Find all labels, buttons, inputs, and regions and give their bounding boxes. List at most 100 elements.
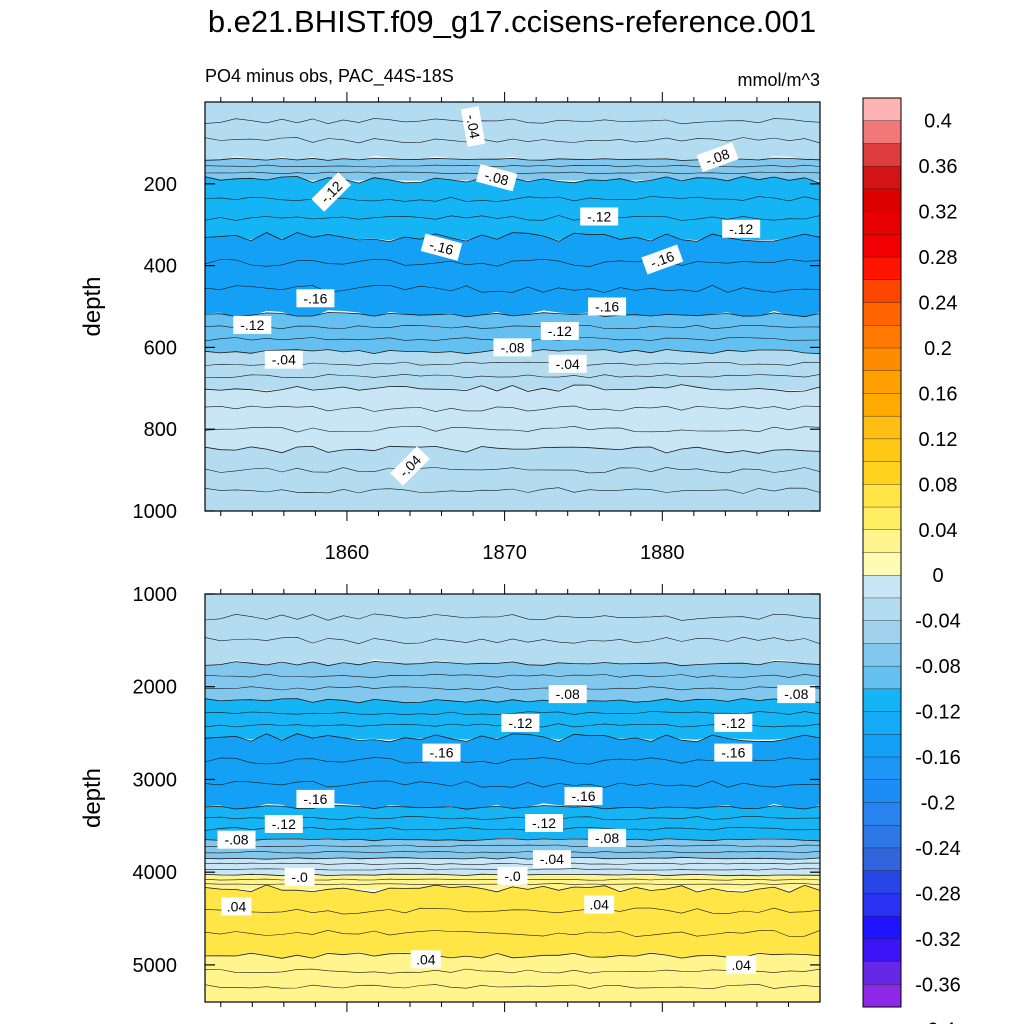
contour-line-inner-2-2: [205, 215, 820, 221]
contour-label-9: -.12: [525, 814, 563, 832]
contour-label-text: .04: [227, 899, 247, 915]
contour-label-14: -.04: [548, 354, 587, 373]
colorbar-label-15: -0.2: [921, 793, 955, 815]
contour-label-bg: [233, 315, 272, 334]
y-tick-label-3000: 3000: [133, 769, 178, 791]
colorbar-label-6: 0.16: [919, 383, 958, 405]
contour-label-11: -.08: [588, 828, 627, 847]
contour-label-text: .04: [731, 957, 751, 973]
colorbar-swatch-19: [862, 529, 902, 554]
contour-line-inner-3-2: [205, 780, 820, 788]
colorbar-swatch-33: [862, 847, 902, 872]
contour-label-3: -.12: [714, 713, 753, 732]
x-tick-label-1860: 1860: [325, 542, 370, 564]
contour-label-bg: [311, 172, 351, 212]
contour-label-bg: [264, 350, 303, 369]
contour-label-bg: [588, 297, 627, 316]
colorbar-label-2: 0.32: [919, 202, 958, 224]
colorbar-swatch-3: [862, 165, 902, 190]
contour-label-text: -.08: [784, 686, 808, 702]
contour-line-inner-2-1: [205, 711, 820, 716]
colorbar-swatch-15: [862, 438, 902, 463]
band-4: [205, 312, 820, 354]
contour-label-10: -.08: [217, 830, 256, 849]
contour-label-bg: [476, 164, 518, 192]
contour-label-bg: [584, 895, 615, 914]
colorbar-swatch-17: [862, 484, 902, 508]
contour-label-bg: [497, 866, 528, 885]
band-1: [205, 158, 820, 181]
contour-line-8: [205, 884, 820, 894]
contour-label-8: -.16: [296, 289, 335, 308]
contour-label-text: .04: [416, 951, 436, 967]
colorbar-swatch-37: [862, 938, 902, 963]
colorbar-swatch-16: [862, 461, 902, 485]
contour-label-1: -.08: [696, 142, 739, 173]
contour-label-0: -.08: [548, 685, 587, 704]
colorbar-label-18: -0.32: [915, 929, 961, 951]
contour-line-6: [205, 384, 820, 393]
colorbar-swatch-0: [862, 97, 902, 122]
contour-label-bg: [588, 828, 627, 847]
contour-label-bg: [221, 897, 252, 916]
contour-line-inner-4-1: [205, 816, 820, 820]
contour-line-inner-8-2: [205, 929, 820, 937]
colorbar-swatch-9: [862, 302, 902, 326]
band-5: [205, 349, 820, 391]
y-tick-label-2000: 2000: [133, 677, 178, 699]
contour-label-bg: [722, 219, 761, 238]
contour-label-text: -.0: [504, 868, 521, 884]
lower-panel-frame: [204, 593, 821, 1003]
contour-line-inner-0-2: [205, 636, 820, 645]
contour-label-13: -.04: [264, 350, 303, 369]
colorbar-swatch-35: [862, 893, 902, 917]
band-0: [205, 102, 820, 163]
colorbar-label-1: 0.36: [919, 156, 958, 178]
contour-label-text: -.04: [272, 352, 296, 368]
contour-line-inner-6-1: [205, 405, 820, 412]
colorbar-swatch-10: [862, 325, 902, 349]
contour-label-text: -.04: [556, 356, 580, 372]
contour-label-0: -.04: [460, 106, 486, 147]
band-3: [205, 733, 820, 812]
upper-panel-frame: [204, 101, 821, 512]
contour-label-text: -.04: [540, 851, 564, 867]
contour-label-16: .04: [584, 895, 615, 914]
contour-label-text: -.12: [240, 317, 264, 333]
band-9: [205, 953, 820, 1002]
contour-line-inner-5-1: [205, 844, 820, 848]
colorbar-label-7: 0.12: [919, 429, 958, 451]
y-tick-label-400: 400: [144, 256, 177, 278]
band-1: [205, 661, 820, 703]
colorbar-label-19: -0.36: [915, 974, 961, 996]
contour-line-2: [205, 698, 820, 704]
contour-label-bg: [296, 789, 335, 808]
band-4: [205, 805, 820, 842]
contour-label-bg: [580, 207, 619, 226]
contour-label-text: -.16: [595, 299, 619, 315]
colorbar-label-9: 0.04: [919, 520, 958, 542]
contour-line-inner-7-1: [205, 467, 820, 474]
colorbar-swatch-36: [862, 915, 902, 940]
contour-label-4: -.12: [580, 207, 619, 226]
colorbar-label-5: 0.2: [924, 338, 952, 360]
contour-line-inner-0-2: [205, 137, 820, 144]
colorbar-swatch-39: [862, 984, 902, 1008]
colorbar-swatch-2: [862, 143, 902, 167]
contour-line-7: [205, 445, 820, 454]
colorbar-swatch-1: [862, 120, 902, 144]
colorbar-label-17: -0.28: [915, 883, 961, 905]
contour-line-inner-9-1: [205, 968, 820, 974]
y-tick-label-4000: 4000: [133, 862, 178, 884]
colorbar-label-0: 0.4: [924, 111, 952, 133]
contour-label-text: -.12: [532, 815, 556, 831]
y-tick-label-200: 200: [144, 174, 177, 196]
contour-label-12: -.04: [532, 850, 571, 869]
upper-panel: -.04 -.08 -.12 -.08 -.12 -.12 -.16 -.16 -.16 -.16…: [79, 66, 821, 564]
colorbar-swatch-18: [862, 506, 902, 531]
contour-line-9: [205, 952, 820, 959]
contour-label-text: .04: [589, 897, 609, 913]
colorbar-swatch-12: [862, 370, 902, 394]
contour-line-inner-2-1: [205, 196, 820, 202]
contour-label-text: -.08: [483, 167, 511, 189]
